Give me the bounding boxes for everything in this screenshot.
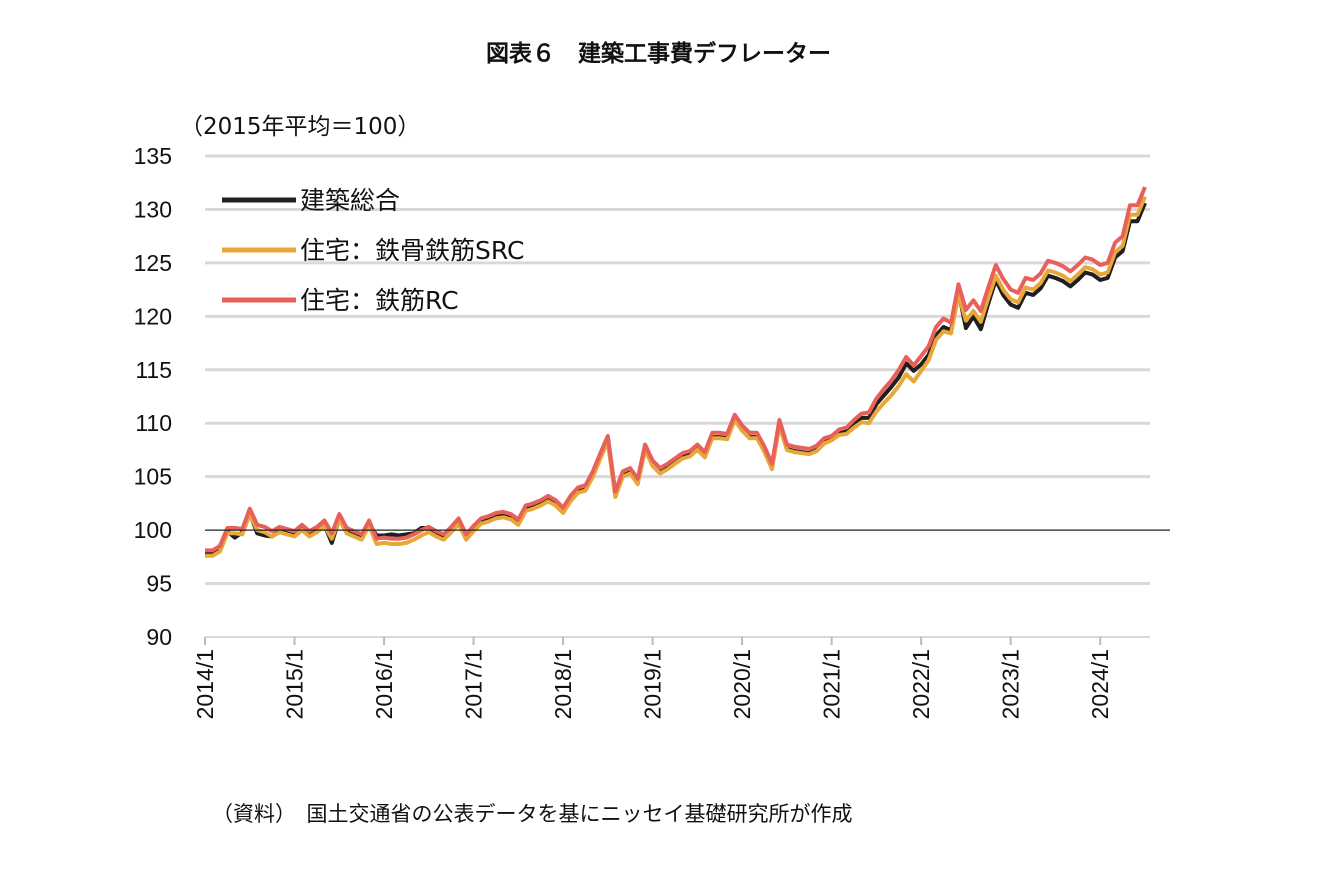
y-axis-ticks: 90 95 100 105 110 115 120 125 130 135 (134, 143, 172, 650)
x-tick-label: 2023/1 (998, 649, 1024, 719)
series-line-2 (205, 186, 1147, 553)
x-tick-label: 2017/1 (461, 649, 487, 719)
x-tick-label: 2021/1 (819, 649, 845, 719)
x-tick-label: 2018/1 (550, 649, 576, 719)
x-tick-label: 2015/1 (282, 649, 308, 719)
gridlines (205, 154, 1150, 638)
x-axis-ticks: 2014/1 2015/1 2016/1 2017/1 2018/1 2019/1 2020… (192, 637, 1113, 719)
x-tick-label: 2024/1 (1087, 649, 1113, 719)
y-tick-label: 90 (146, 624, 172, 650)
legend-label: 建築総合 (300, 186, 400, 215)
y-tick-label: 105 (134, 464, 172, 490)
x-tick-label: 2020/1 (729, 649, 755, 719)
series-lines (205, 186, 1170, 558)
series-line-1 (205, 195, 1147, 558)
chart-title: 図表６ 建築工事費デフレーター (486, 41, 831, 67)
y-tick-label: 95 (146, 571, 172, 597)
y-tick-label: 120 (134, 303, 172, 329)
y-unit-label: （2015年平均＝100） (180, 114, 420, 140)
source-note: （資料） 国土交通省の公表データを基にニッセイ基礎研究所が作成 (212, 802, 853, 826)
y-tick-label: 115 (135, 357, 172, 383)
legend-label: 住宅：鉄骨鉄筋SRC (300, 236, 524, 265)
y-tick-label: 110 (135, 410, 172, 436)
x-tick-label: 2019/1 (640, 649, 666, 719)
y-tick-label: 125 (134, 250, 172, 276)
x-tick-label: 2014/1 (192, 649, 218, 719)
y-tick-label: 135 (134, 143, 172, 169)
x-tick-label: 2022/1 (908, 649, 934, 719)
y-tick-label: 130 (134, 196, 172, 222)
legend-label: 住宅：鉄筋RC (300, 286, 459, 315)
y-tick-label: 100 (134, 517, 172, 543)
x-tick-label: 2016/1 (371, 649, 397, 719)
